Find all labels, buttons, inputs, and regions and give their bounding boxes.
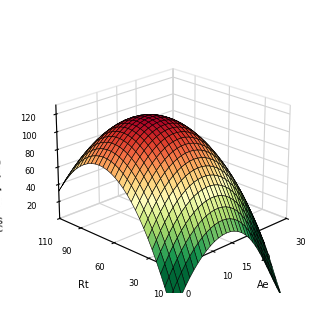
X-axis label: Ae: Ae <box>257 280 269 290</box>
Y-axis label: Rt: Rt <box>78 280 89 290</box>
